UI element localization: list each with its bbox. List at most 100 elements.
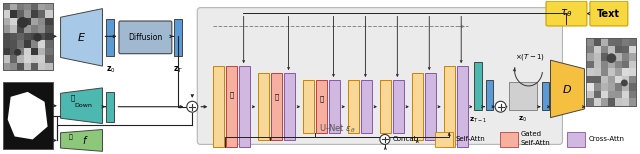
FancyBboxPatch shape — [17, 55, 24, 63]
FancyBboxPatch shape — [31, 63, 38, 70]
FancyBboxPatch shape — [38, 40, 45, 48]
FancyBboxPatch shape — [38, 63, 45, 70]
FancyBboxPatch shape — [24, 48, 31, 55]
Polygon shape — [61, 130, 102, 151]
FancyBboxPatch shape — [213, 66, 224, 147]
Circle shape — [187, 101, 198, 112]
FancyBboxPatch shape — [608, 53, 615, 61]
FancyBboxPatch shape — [45, 10, 52, 18]
FancyBboxPatch shape — [586, 91, 593, 98]
FancyBboxPatch shape — [622, 98, 629, 106]
FancyBboxPatch shape — [593, 76, 601, 83]
FancyBboxPatch shape — [361, 80, 372, 134]
FancyBboxPatch shape — [45, 63, 52, 70]
FancyBboxPatch shape — [17, 10, 24, 18]
Text: U-Net $\epsilon_\theta$: U-Net $\epsilon_\theta$ — [319, 123, 355, 136]
FancyBboxPatch shape — [31, 3, 38, 10]
FancyBboxPatch shape — [593, 68, 601, 76]
FancyBboxPatch shape — [601, 68, 608, 76]
FancyBboxPatch shape — [3, 3, 52, 70]
Text: Self-Attn: Self-Attn — [456, 136, 486, 142]
FancyBboxPatch shape — [444, 66, 454, 147]
FancyBboxPatch shape — [629, 76, 636, 83]
FancyBboxPatch shape — [38, 48, 45, 55]
FancyBboxPatch shape — [17, 48, 24, 55]
FancyBboxPatch shape — [3, 48, 10, 55]
Text: $\mathbf{z}_{T-1}$: $\mathbf{z}_{T-1}$ — [468, 116, 486, 125]
FancyBboxPatch shape — [38, 18, 45, 25]
FancyBboxPatch shape — [38, 33, 45, 40]
FancyBboxPatch shape — [24, 10, 31, 18]
FancyBboxPatch shape — [615, 46, 622, 53]
FancyBboxPatch shape — [590, 1, 628, 26]
FancyBboxPatch shape — [615, 76, 622, 83]
FancyBboxPatch shape — [271, 73, 282, 140]
FancyBboxPatch shape — [586, 98, 593, 106]
FancyBboxPatch shape — [586, 38, 636, 106]
FancyBboxPatch shape — [380, 80, 391, 134]
FancyBboxPatch shape — [622, 61, 629, 68]
FancyBboxPatch shape — [568, 132, 586, 147]
FancyBboxPatch shape — [608, 61, 615, 68]
FancyBboxPatch shape — [435, 132, 452, 147]
Polygon shape — [550, 60, 584, 118]
FancyBboxPatch shape — [608, 76, 615, 83]
FancyBboxPatch shape — [10, 63, 17, 70]
Polygon shape — [61, 9, 102, 66]
FancyBboxPatch shape — [412, 73, 423, 140]
Circle shape — [380, 134, 390, 144]
Circle shape — [621, 79, 628, 86]
FancyBboxPatch shape — [629, 68, 636, 76]
FancyBboxPatch shape — [593, 91, 601, 98]
Text: Diffusion: Diffusion — [128, 33, 163, 42]
FancyBboxPatch shape — [622, 38, 629, 46]
FancyBboxPatch shape — [615, 38, 622, 46]
FancyBboxPatch shape — [24, 55, 31, 63]
FancyBboxPatch shape — [10, 33, 17, 40]
FancyBboxPatch shape — [17, 40, 24, 48]
Text: 🔥: 🔥 — [68, 135, 72, 140]
FancyBboxPatch shape — [3, 55, 10, 63]
FancyBboxPatch shape — [10, 55, 17, 63]
FancyBboxPatch shape — [17, 18, 24, 25]
Text: $\mathbf{z}_0$: $\mathbf{z}_0$ — [518, 115, 527, 124]
FancyBboxPatch shape — [629, 91, 636, 98]
FancyBboxPatch shape — [31, 10, 38, 18]
FancyBboxPatch shape — [629, 46, 636, 53]
FancyBboxPatch shape — [10, 48, 17, 55]
Circle shape — [607, 53, 616, 63]
FancyBboxPatch shape — [629, 38, 636, 46]
FancyBboxPatch shape — [622, 76, 629, 83]
Text: Concat: Concat — [393, 136, 417, 142]
Text: $f$: $f$ — [83, 134, 89, 146]
FancyBboxPatch shape — [24, 63, 31, 70]
FancyBboxPatch shape — [541, 82, 548, 110]
FancyBboxPatch shape — [622, 46, 629, 53]
FancyBboxPatch shape — [629, 83, 636, 91]
FancyBboxPatch shape — [615, 91, 622, 98]
FancyBboxPatch shape — [31, 18, 38, 25]
FancyBboxPatch shape — [486, 80, 493, 110]
Text: Gated: Gated — [520, 132, 541, 138]
Text: 🔥: 🔥 — [230, 91, 234, 98]
FancyBboxPatch shape — [615, 61, 622, 68]
FancyBboxPatch shape — [24, 40, 31, 48]
FancyBboxPatch shape — [622, 53, 629, 61]
FancyBboxPatch shape — [425, 73, 436, 140]
FancyBboxPatch shape — [3, 25, 10, 33]
Text: $\times(T-1)$: $\times(T-1)$ — [515, 52, 545, 62]
FancyBboxPatch shape — [615, 68, 622, 76]
FancyBboxPatch shape — [586, 68, 593, 76]
FancyBboxPatch shape — [586, 46, 593, 53]
FancyBboxPatch shape — [593, 61, 601, 68]
Circle shape — [495, 101, 506, 112]
FancyBboxPatch shape — [24, 25, 31, 33]
FancyBboxPatch shape — [45, 18, 52, 25]
FancyBboxPatch shape — [586, 83, 593, 91]
FancyBboxPatch shape — [593, 83, 601, 91]
FancyBboxPatch shape — [601, 46, 608, 53]
FancyBboxPatch shape — [608, 68, 615, 76]
FancyBboxPatch shape — [3, 63, 10, 70]
FancyBboxPatch shape — [174, 18, 182, 56]
FancyBboxPatch shape — [601, 98, 608, 106]
